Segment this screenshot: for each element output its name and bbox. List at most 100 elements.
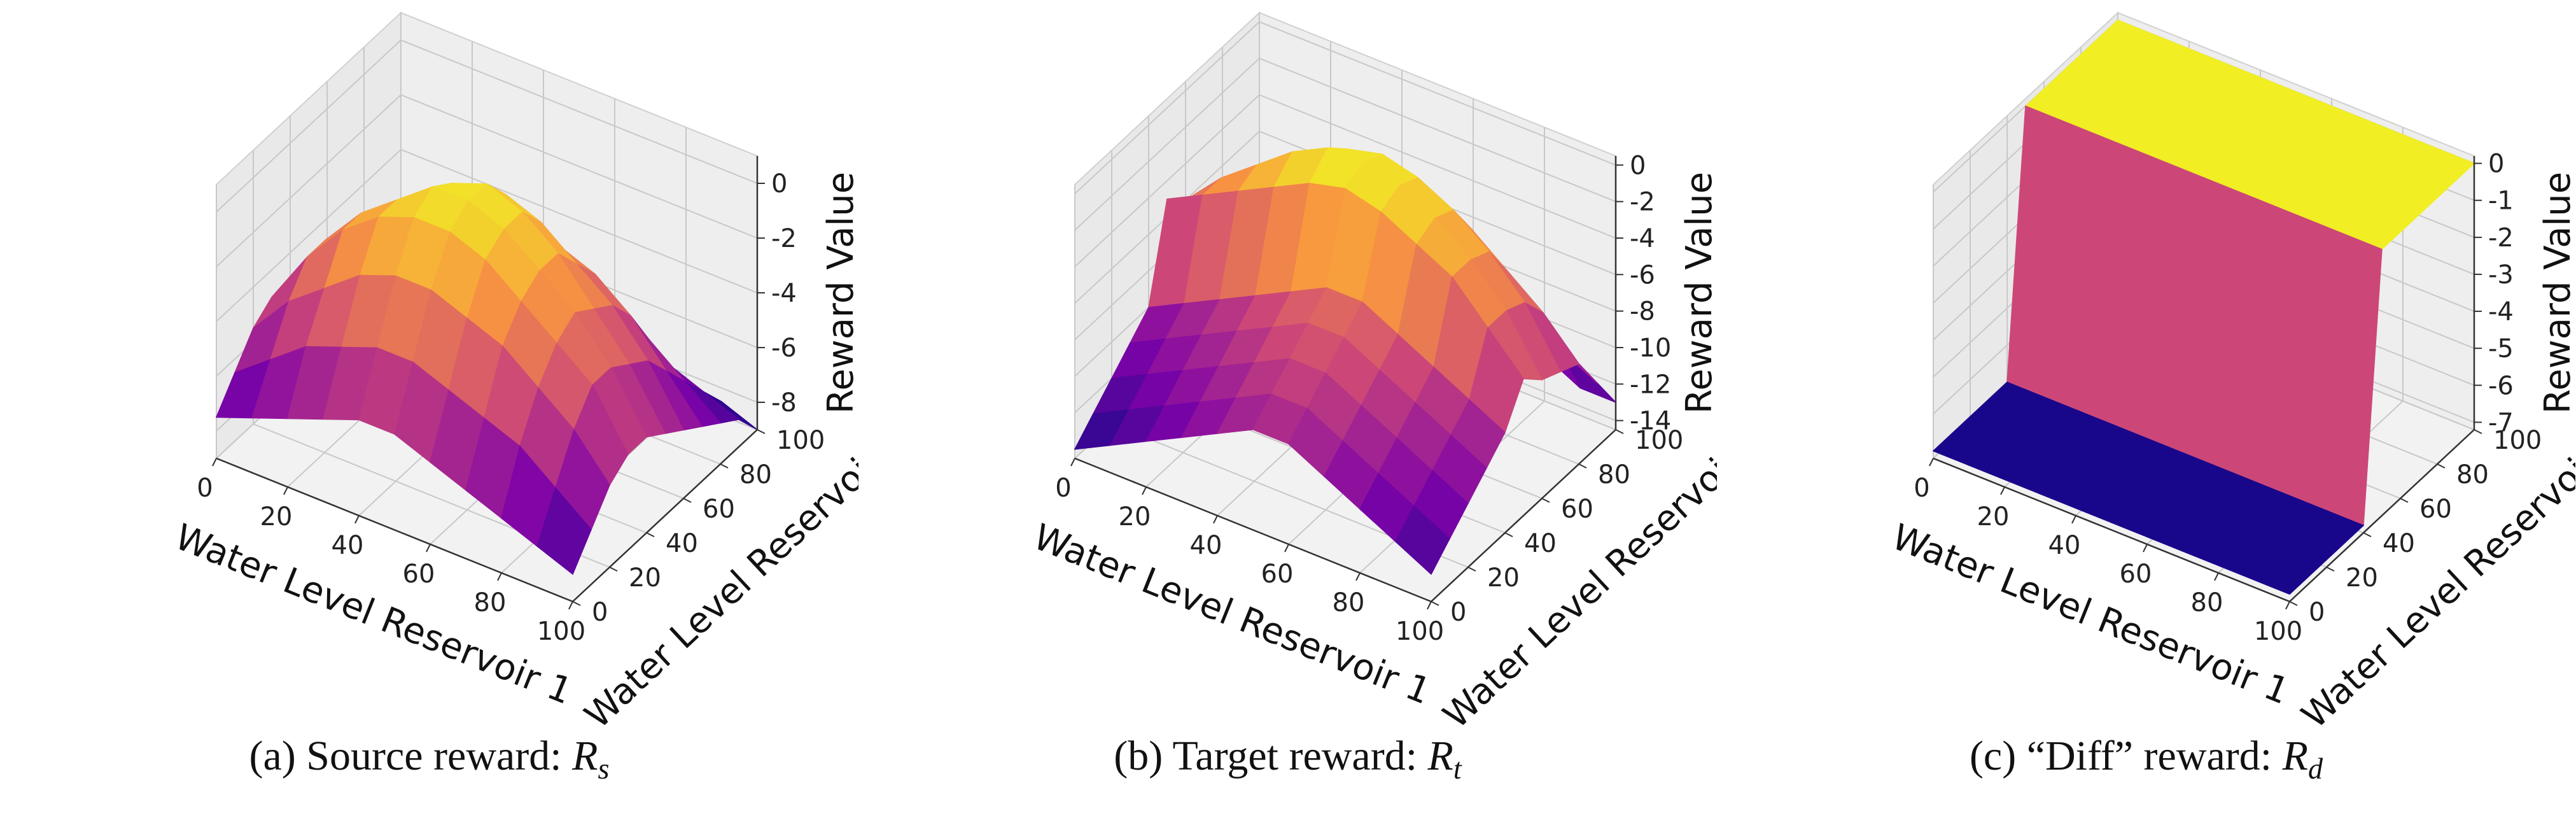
axis-edges [1933, 156, 2475, 603]
x-tick-label: 80 [1333, 588, 1365, 617]
grid-z-left [1074, 21, 1260, 195]
y-tick-mark [1467, 567, 1476, 572]
z-tick-label: -5 [2488, 334, 2514, 363]
x-tick-label: 40 [332, 531, 364, 560]
y-axis-line [2289, 429, 2475, 602]
z-tick-label: -2 [771, 224, 797, 253]
x-tick-label: 60 [403, 560, 435, 589]
grid-z-back [400, 94, 758, 239]
y-tick-mark [2437, 463, 2446, 469]
z-tick-label: -2 [2488, 223, 2514, 253]
caption-math: Rd [2282, 733, 2323, 785]
z-tick-label: -6 [2488, 371, 2514, 400]
x-tick-mark [2071, 515, 2076, 524]
x-tick-mark [283, 486, 288, 495]
x-tick-label: 20 [1119, 502, 1151, 532]
grid-z-left [216, 39, 402, 213]
x-tick-mark [2000, 486, 2005, 495]
z-tick-label: -1 [2488, 187, 2514, 216]
caption-target: (b) Target reward: Rt [858, 732, 1717, 786]
y-tick-mark [2289, 601, 2298, 606]
y-tick-label: 60 [703, 495, 735, 524]
x-tick-label: 80 [474, 588, 507, 617]
y-tick-mark [2326, 567, 2335, 572]
z-axis: 0 -2 -4 -6 -8 -10 -12 -14 Reward Value [1616, 151, 1717, 436]
grid-z-back [400, 149, 758, 293]
x-tick-label: 20 [1977, 502, 2010, 532]
z-tick-label: -2 [1630, 188, 1655, 217]
y-tick-label: 40 [2383, 529, 2415, 558]
caption-prefix: (b) Target reward: [1114, 733, 1428, 779]
y-tick-mark [2474, 429, 2482, 434]
x-tick-label: 100 [537, 617, 585, 646]
y-tick-mark [720, 463, 729, 469]
x-tick-mark [212, 458, 217, 467]
grid-z-left [216, 94, 402, 267]
x-tick-label: 100 [1396, 617, 1444, 646]
z-tick-label: -14 [1630, 407, 1671, 436]
caption-math-subscript: t [1453, 752, 1462, 786]
y-tick-label: 80 [2456, 460, 2489, 490]
y-tick-mark [646, 532, 655, 537]
surface-face [2253, 562, 2309, 595]
x-tick-mark [1142, 486, 1147, 495]
y-tick-label: 40 [666, 529, 698, 558]
x-tick-label: 40 [2048, 531, 2081, 560]
surface [1074, 147, 1616, 575]
x-tick-mark [1427, 601, 1432, 610]
z-tick-label: 0 [1630, 151, 1646, 180]
y-axis-line [1431, 429, 1616, 602]
panel-source-reward: 0 20 40 60 80 100 Water Level Reservoir 1 0 20 40… [0, 0, 858, 825]
caption-math-symbol: R [572, 733, 598, 779]
caption-math-symbol: R [1427, 733, 1453, 779]
z-tick-label: 0 [2488, 150, 2504, 179]
x-tick-mark [2214, 572, 2219, 581]
grid-z-left [216, 149, 402, 322]
grid-z-back [1259, 94, 1616, 239]
x-tick-mark [1355, 572, 1361, 581]
x-axis-line [1074, 457, 1432, 603]
y-tick-mark [572, 601, 581, 606]
z-tick-label: -4 [2488, 297, 2514, 327]
x-tick-mark [2285, 601, 2290, 610]
y-tick-label: 100 [2493, 426, 2542, 455]
surface [1932, 19, 2475, 595]
x-tick-mark [426, 544, 431, 553]
y-tick-label: 100 [1635, 426, 1683, 455]
grid-z-back [400, 39, 758, 184]
x-tick-label: 0 [197, 474, 213, 503]
z-tick-label: -8 [1630, 297, 1655, 327]
x-tick-mark [1284, 544, 1289, 553]
x-tick-mark [497, 572, 502, 581]
z-tick-label: -10 [1630, 334, 1671, 363]
caption-math-symbol: R [2282, 733, 2308, 779]
y-tick-label: 80 [1598, 460, 1630, 490]
z-tick-label: -4 [1630, 224, 1655, 253]
grid-z-back [1259, 21, 1616, 166]
y-tick-label: 0 [2309, 598, 2325, 627]
panel-diff-reward: 0 20 40 60 80 100 Water Level Reservoir 1 0 20 40… [1717, 0, 2575, 825]
surface-face [536, 486, 592, 575]
x-tick-mark [354, 515, 360, 524]
x-tick-mark [1929, 458, 1934, 467]
y-tick-label: 80 [739, 460, 772, 490]
z-axis: 0 -2 -4 -6 -8 Reward Value [757, 169, 858, 418]
z-tick-label: -3 [2488, 260, 2514, 290]
x-tick-label: 60 [1261, 560, 1294, 589]
z-tick-label: -6 [771, 334, 797, 363]
z-tick-label: -7 [2488, 408, 2514, 437]
y-tick-mark [1578, 463, 1587, 469]
y-tick-mark [1615, 429, 1624, 434]
y-tick-label: 20 [1487, 563, 1520, 593]
z-tick-label: -4 [771, 279, 797, 308]
y-tick-label: 100 [776, 426, 825, 455]
y-tick-label: 0 [1450, 598, 1466, 627]
y-tick-mark [2363, 532, 2372, 537]
x-tick-label: 100 [2254, 617, 2302, 646]
x-tick-label: 0 [1055, 474, 1071, 503]
z-axis: 0 -1 -2 -3 -4 -5 -6 -7 Reward Value [2474, 150, 2575, 437]
